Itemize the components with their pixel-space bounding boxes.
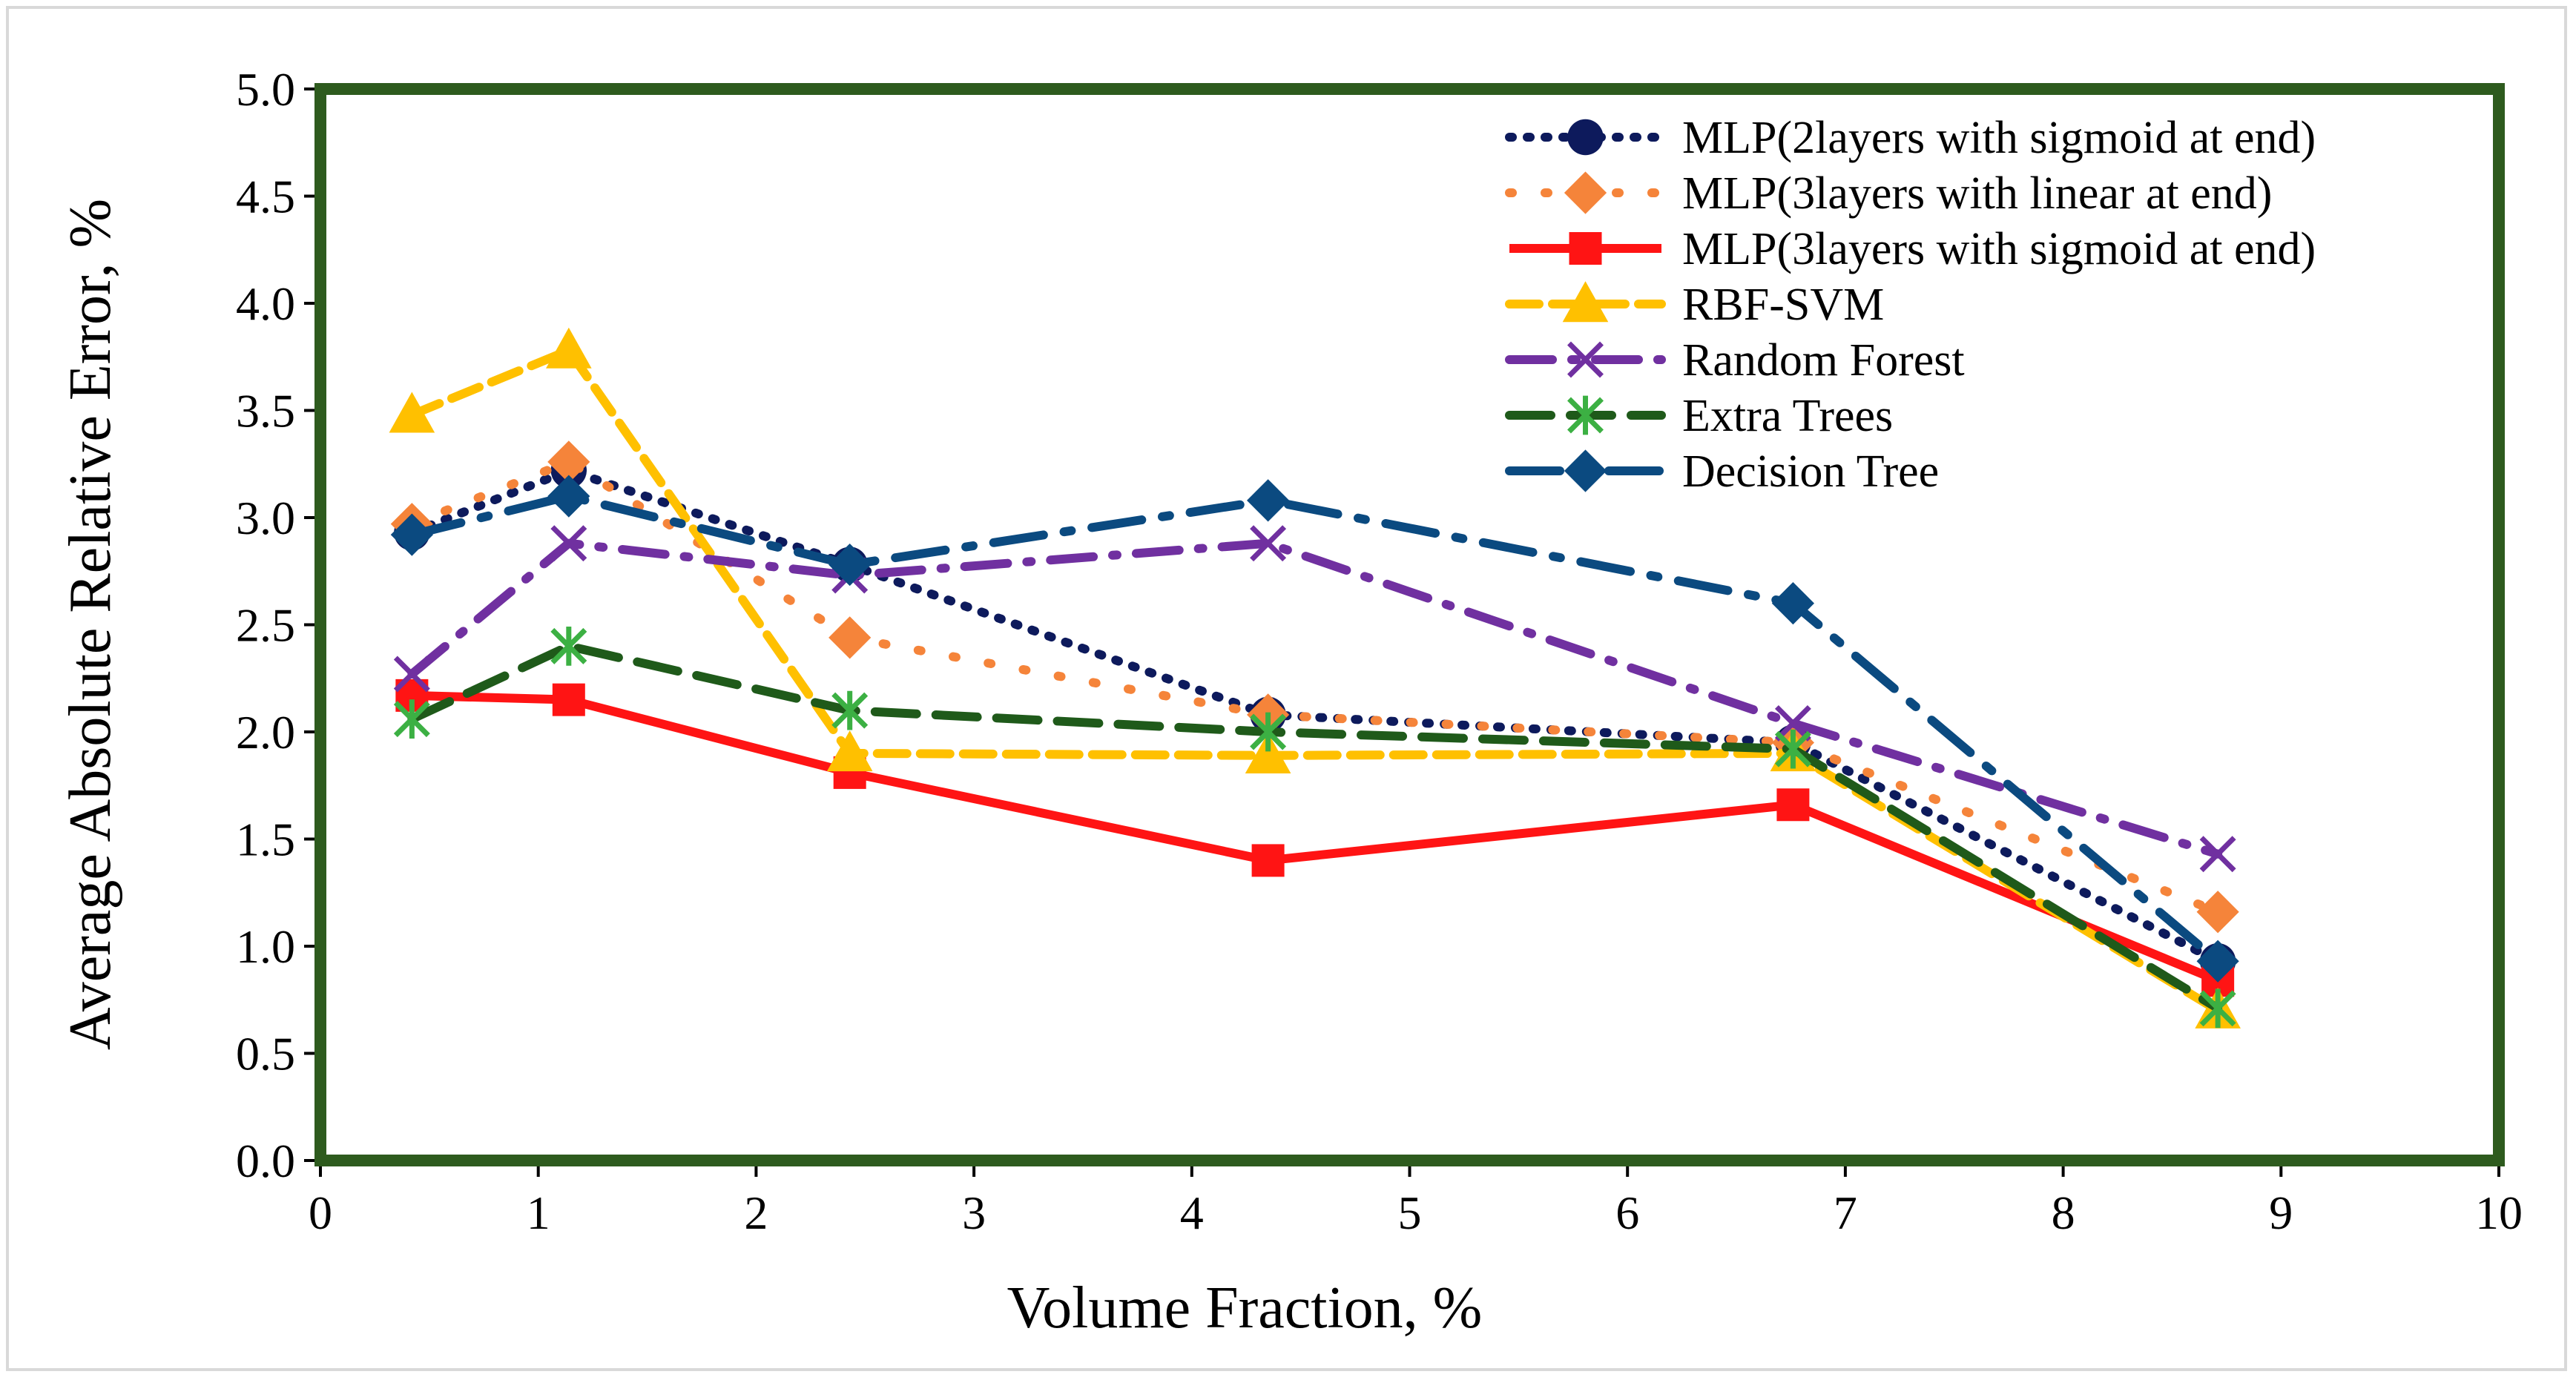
y-axis-title: Average Absolute Relative Error, % — [58, 199, 123, 1050]
data-point — [393, 656, 430, 693]
data-point — [1774, 704, 1811, 742]
x-tick-label: 8 — [2052, 1186, 2075, 1239]
legend-marker — [1567, 341, 1604, 378]
y-tick-label: 3.5 — [236, 385, 295, 438]
legend-label: Decision Tree — [1682, 446, 1939, 497]
data-point — [1771, 582, 1815, 625]
legend-entry: MLP(2layers with sigmoid at end) — [1505, 113, 2316, 163]
legend-label: MLP(3layers with linear at end) — [1682, 168, 2272, 219]
legend-label: Random Forest — [1682, 335, 1965, 386]
data-point — [1776, 788, 1810, 822]
y-axis-ticks: 0.0 0.5 1.0 1.5 2.0 2.5 3.0 3.5 4.0 4.5 5.0 — [236, 63, 320, 1187]
data-point — [1250, 712, 1287, 752]
series-line — [407, 346, 2223, 1015]
series-2 — [395, 679, 2235, 997]
y-tick-label: 4.5 — [236, 171, 295, 223]
data-point — [389, 392, 435, 433]
series-line — [407, 466, 2223, 966]
y-tick-label: 0.5 — [236, 1028, 295, 1080]
y-tick-label: 1.0 — [236, 920, 295, 973]
y-tick-label: 1.5 — [236, 813, 295, 866]
plot-border — [314, 83, 2505, 1166]
x-tick-label: 9 — [2269, 1186, 2293, 1239]
data-point — [1774, 729, 1811, 769]
data-point — [547, 440, 590, 483]
data-point — [1251, 844, 1285, 877]
legend-marker — [1567, 395, 1604, 435]
legend: MLP(2layers with sigmoid at end)MLP(3lay… — [1505, 113, 2316, 497]
data-point — [2196, 891, 2239, 934]
data-point — [393, 699, 430, 739]
data-point — [2199, 836, 2236, 873]
data-point — [546, 327, 592, 369]
x-tick-label: 10 — [2475, 1186, 2523, 1239]
data-point — [829, 616, 872, 659]
legend-entry: MLP(3layers with sigmoid at end) — [1509, 224, 2316, 274]
data-point — [550, 627, 587, 666]
data-point — [2196, 940, 2239, 983]
legend-label: MLP(2layers with sigmoid at end) — [1682, 113, 2316, 163]
data-point — [1245, 732, 1291, 773]
x-axis-title: Volume Fraction, % — [1007, 1275, 1483, 1341]
y-tick-label: 0.0 — [236, 1135, 295, 1187]
series-4 — [393, 525, 2236, 873]
data-point — [831, 690, 869, 730]
data-point — [829, 543, 872, 587]
legend-entry: Extra Trees — [1505, 391, 1893, 441]
legend-marker — [1564, 171, 1607, 214]
legend-entry: RBF-SVM — [1505, 280, 1884, 330]
y-tick-label: 3.0 — [236, 492, 295, 544]
y-tick-label: 2.5 — [236, 599, 295, 652]
series-line — [407, 641, 2223, 1013]
legend-entry: Decision Tree — [1505, 446, 1939, 497]
data-point — [390, 513, 433, 556]
legend-label: MLP(3layers with sigmoid at end) — [1682, 224, 2316, 274]
series-0 — [394, 452, 2236, 980]
legend-marker — [1569, 232, 1602, 265]
x-tick-label: 0 — [309, 1186, 332, 1239]
x-tick-label: 6 — [1615, 1186, 1639, 1239]
legend-label: RBF-SVM — [1682, 280, 1884, 330]
series-layer — [389, 327, 2241, 1029]
data-point — [2199, 988, 2236, 1029]
data-point — [550, 525, 587, 562]
legend-marker — [1562, 281, 1609, 323]
series-line — [407, 538, 2223, 859]
x-tick-label: 7 — [1834, 1186, 1857, 1239]
series-6 — [390, 475, 2239, 983]
legend-entry: Random Forest — [1505, 335, 1965, 386]
legend-marker — [1567, 119, 1604, 156]
data-point — [552, 683, 585, 716]
y-tick-label: 5.0 — [236, 63, 295, 116]
x-axis-ticks: 0 1 2 3 4 5 6 7 8 9 10 — [309, 1161, 2523, 1239]
y-tick-label: 4.0 — [236, 277, 295, 330]
x-tick-label: 5 — [1398, 1186, 1422, 1239]
series-3 — [389, 327, 2241, 1029]
x-tick-label: 2 — [744, 1186, 768, 1239]
y-tick-label: 2.0 — [236, 706, 295, 759]
x-tick-label: 4 — [1180, 1186, 1204, 1239]
data-point — [1250, 525, 1287, 562]
series-5 — [393, 627, 2236, 1029]
series-line — [407, 457, 2223, 917]
series-line — [407, 492, 2223, 966]
data-point — [547, 475, 590, 518]
legend-marker — [1564, 449, 1607, 492]
x-tick-label: 3 — [962, 1186, 986, 1239]
chart-frame — [6, 6, 2567, 1371]
data-point — [826, 730, 873, 772]
legend-label: Extra Trees — [1682, 391, 1893, 441]
series-line — [412, 690, 2220, 985]
data-point — [1246, 479, 1290, 522]
x-tick-label: 1 — [527, 1186, 550, 1239]
legend-entry: MLP(3layers with linear at end) — [1505, 168, 2272, 219]
